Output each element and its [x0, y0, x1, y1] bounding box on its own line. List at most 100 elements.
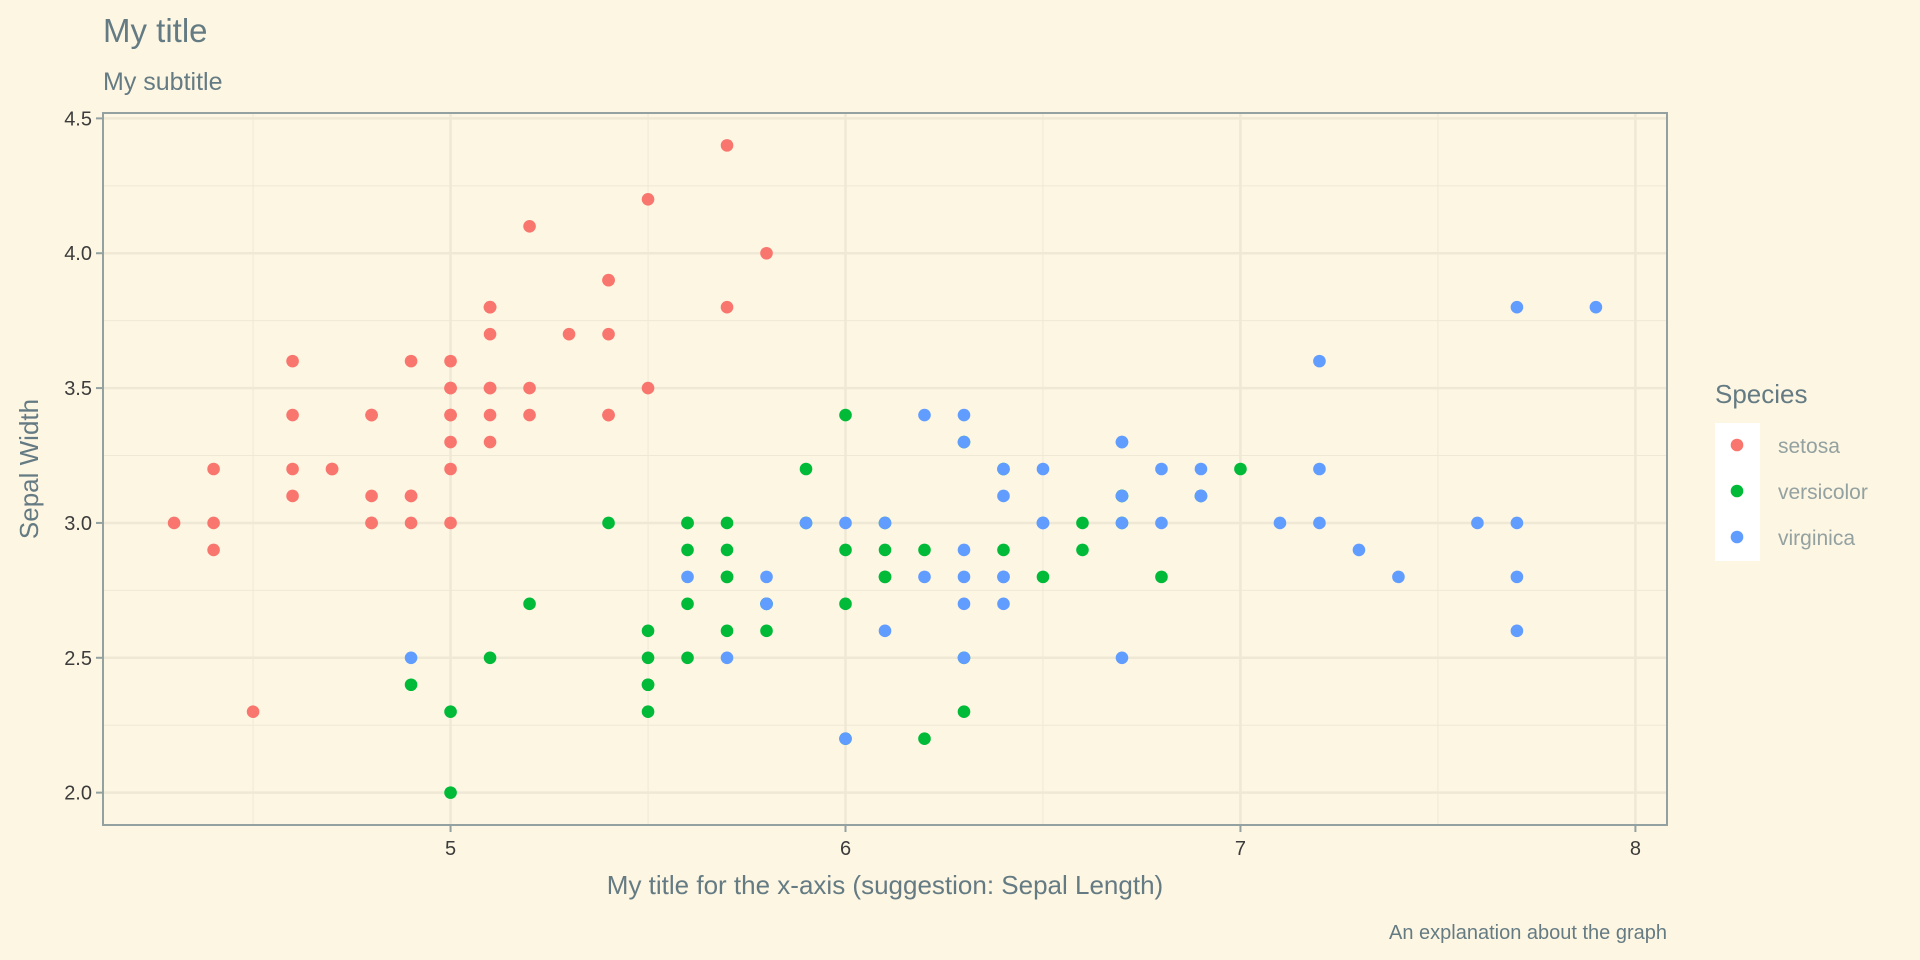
- y-axis-title: Sepal Width: [14, 399, 44, 539]
- point-setosa: [444, 462, 457, 476]
- point-setosa: [760, 246, 773, 260]
- point-virginica: [1510, 300, 1524, 314]
- point-setosa: [483, 327, 497, 341]
- legend: Species setosa versicolor virginica: [1715, 379, 1868, 561]
- point-virginica: [1589, 300, 1603, 314]
- x-axis-title: My title for the x-axis (suggestion: Sep…: [607, 870, 1163, 900]
- point-virginica: [760, 597, 773, 611]
- point-setosa: [523, 219, 536, 233]
- point-virginica: [1313, 462, 1326, 476]
- point-versicolor: [918, 543, 931, 557]
- point-virginica: [1352, 543, 1366, 557]
- point-versicolor: [839, 543, 852, 557]
- point-setosa: [167, 516, 181, 530]
- point-versicolor: [641, 705, 655, 719]
- point-setosa: [562, 327, 576, 341]
- point-setosa: [720, 300, 734, 314]
- points: [167, 139, 1603, 799]
- point-virginica: [1036, 516, 1050, 530]
- y-tick-label: 3.0: [64, 513, 92, 535]
- grid: [103, 113, 1667, 825]
- point-virginica: [878, 516, 892, 530]
- point-setosa: [207, 543, 220, 557]
- point-virginica: [918, 408, 931, 422]
- point-setosa: [246, 705, 260, 719]
- point-versicolor: [720, 516, 734, 530]
- point-versicolor: [1234, 462, 1247, 476]
- point-virginica: [957, 597, 971, 611]
- point-virginica: [997, 489, 1010, 503]
- point-setosa: [523, 408, 536, 422]
- point-virginica: [957, 651, 971, 665]
- point-setosa: [286, 354, 299, 368]
- legend-key-virginica: [1730, 530, 1744, 544]
- point-virginica: [878, 624, 892, 638]
- point-versicolor: [641, 624, 655, 638]
- point-virginica: [1313, 354, 1326, 368]
- point-versicolor: [444, 786, 457, 799]
- point-versicolor: [878, 543, 892, 557]
- x-tick-label: 7: [1235, 838, 1246, 860]
- x-tick-label: 8: [1630, 838, 1641, 860]
- x-tick-label: 5: [445, 838, 456, 860]
- point-versicolor: [799, 462, 813, 476]
- point-versicolor: [839, 408, 852, 422]
- point-versicolor: [720, 570, 734, 584]
- point-versicolor: [483, 651, 497, 665]
- point-setosa: [602, 273, 615, 287]
- point-versicolor: [918, 732, 931, 745]
- point-virginica: [1036, 462, 1050, 476]
- point-setosa: [404, 489, 418, 503]
- point-setosa: [365, 408, 378, 422]
- point-setosa: [641, 381, 655, 395]
- point-virginica: [1155, 516, 1168, 530]
- y-tick-label: 4.0: [64, 243, 92, 265]
- chart-title: My title: [103, 12, 208, 49]
- point-versicolor: [997, 543, 1010, 557]
- point-setosa: [483, 381, 497, 395]
- point-setosa: [286, 408, 299, 422]
- point-virginica: [799, 516, 813, 530]
- point-versicolor: [720, 624, 734, 638]
- point-setosa: [483, 408, 497, 422]
- y-tick-label: 2.0: [64, 783, 92, 805]
- point-setosa: [325, 462, 339, 476]
- point-setosa: [444, 408, 457, 422]
- point-versicolor: [1155, 570, 1168, 584]
- point-setosa: [404, 354, 418, 368]
- point-virginica: [1392, 570, 1405, 584]
- point-versicolor: [681, 651, 694, 665]
- point-setosa: [720, 139, 734, 152]
- point-virginica: [1115, 516, 1129, 530]
- point-versicolor: [444, 705, 457, 719]
- point-virginica: [404, 651, 418, 665]
- point-virginica: [681, 570, 694, 584]
- point-setosa: [444, 354, 457, 368]
- point-setosa: [483, 435, 497, 449]
- point-versicolor: [957, 705, 971, 719]
- point-virginica: [1510, 570, 1524, 584]
- point-virginica: [1115, 651, 1129, 665]
- point-versicolor: [681, 516, 694, 530]
- point-virginica: [918, 570, 931, 584]
- point-setosa: [444, 435, 457, 449]
- panel-border: [102, 112, 1668, 826]
- point-setosa: [641, 193, 655, 206]
- legend-title: Species: [1715, 379, 1808, 409]
- y-axis: 2.0 2.5 3.0 3.5 4.0 4.5: [64, 108, 103, 805]
- point-virginica: [839, 732, 852, 745]
- point-setosa: [602, 327, 615, 341]
- point-versicolor: [641, 678, 655, 692]
- point-setosa: [602, 408, 615, 422]
- point-virginica: [1510, 516, 1524, 530]
- point-versicolor: [839, 597, 852, 611]
- legend-key-versicolor: [1730, 484, 1744, 498]
- point-versicolor: [1036, 570, 1050, 584]
- point-versicolor: [602, 516, 615, 530]
- point-virginica: [957, 435, 971, 449]
- point-versicolor: [878, 570, 892, 584]
- point-virginica: [1115, 489, 1129, 503]
- point-versicolor: [681, 597, 694, 611]
- point-virginica: [957, 408, 971, 422]
- legend-label-virginica: virginica: [1778, 527, 1855, 550]
